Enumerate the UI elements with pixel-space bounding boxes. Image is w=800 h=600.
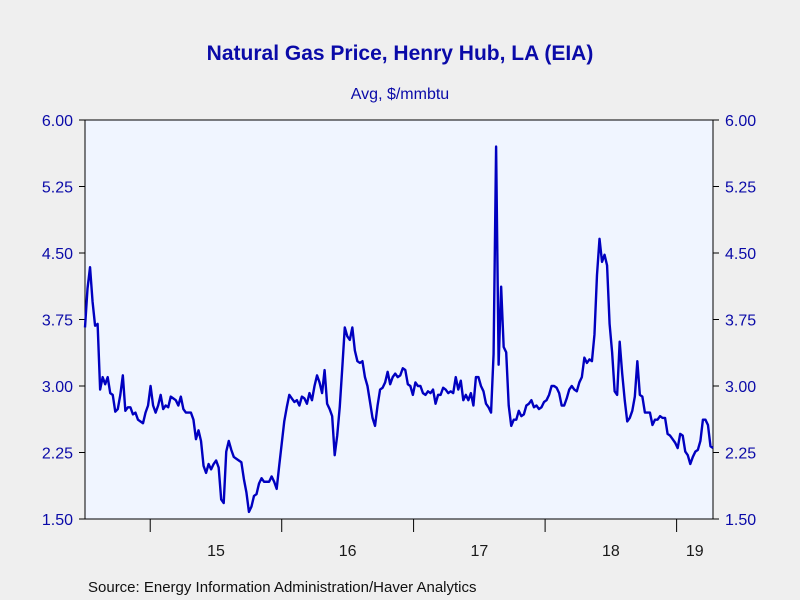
- y-tick-label-right: 5.25: [725, 180, 756, 197]
- series-layer: [83, 145, 714, 514]
- x-tick-label: 17: [470, 543, 488, 560]
- y-tick-label-left: 1.50: [42, 512, 73, 529]
- y-tick-label-left: 3.00: [42, 379, 73, 396]
- chart-title: Natural Gas Price, Henry Hub, LA (EIA): [207, 42, 594, 65]
- chart-subtitle: Avg, $/mmbtu: [351, 86, 449, 103]
- x-tick-label: 15: [207, 543, 225, 560]
- x-tick-label: 19: [686, 543, 704, 560]
- y-tick-label-left: 4.50: [42, 246, 73, 263]
- plot-area: [84, 119, 714, 520]
- y-tick-label-right: 2.25: [725, 446, 756, 463]
- x-tick-label: 16: [339, 543, 357, 560]
- y-tick-label-right: 4.50: [725, 246, 756, 263]
- y-tick-label-left: 2.25: [42, 446, 73, 463]
- y-tick-label-right: 3.75: [725, 313, 756, 330]
- series-line: [83, 145, 714, 514]
- y-tick-label-left: 3.75: [42, 313, 73, 330]
- y-tick-label-right: 3.00: [725, 379, 756, 396]
- x-tick-label: 18: [602, 543, 620, 560]
- axes: 6.00 6.00 5.25 5.25 4.50 4.50 3.75 3.75 3.00 3.00…: [42, 113, 756, 560]
- y-tick-label-left: 5.25: [42, 180, 73, 197]
- source-note: Source: Energy Information Administratio…: [88, 579, 477, 596]
- y-tick-label-left: 6.00: [42, 113, 73, 130]
- y-tick-label-right: 6.00: [725, 113, 756, 130]
- y-tick-label-right: 1.50: [725, 512, 756, 529]
